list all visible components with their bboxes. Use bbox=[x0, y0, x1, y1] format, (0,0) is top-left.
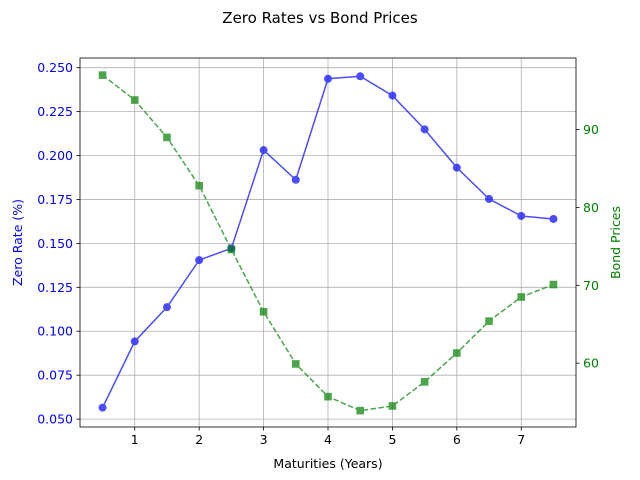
bond-price-point bbox=[291, 360, 300, 368]
chart-title: Zero Rates vs Bond Prices bbox=[222, 9, 418, 27]
bond-price-point bbox=[98, 71, 107, 79]
zero-rate-point bbox=[420, 125, 429, 134]
bond-price-point bbox=[259, 307, 268, 316]
y-axis-left-label: Zero Rate (%) bbox=[10, 199, 25, 286]
zero-rate-point bbox=[195, 256, 204, 265]
bond-price-point bbox=[356, 406, 365, 415]
bond-price-point bbox=[324, 392, 332, 401]
zero-rate-point bbox=[98, 403, 107, 412]
y-left-tick-label: 0.075 bbox=[37, 368, 73, 383]
series-right-group bbox=[98, 71, 558, 415]
series-layer bbox=[98, 71, 558, 415]
zero-rate-point bbox=[324, 74, 332, 83]
y-left-tick-label: 0.250 bbox=[37, 60, 73, 75]
x-tick-label: 6 bbox=[453, 432, 461, 447]
x-axis-label: Maturities (Years) bbox=[273, 456, 382, 471]
zero-rate-point bbox=[452, 163, 461, 172]
bond-price-point bbox=[130, 96, 139, 104]
y-left-tick-label: 0.150 bbox=[37, 236, 73, 251]
bond-price-point bbox=[420, 378, 429, 386]
bond-price-point bbox=[485, 317, 493, 325]
zero-rate-point bbox=[517, 211, 526, 220]
x-tick-label: 3 bbox=[260, 432, 268, 447]
zero-rate-point bbox=[162, 303, 171, 312]
x-axis: 1 2 3 4 5 6 7 bbox=[131, 427, 525, 447]
zero-rate-point bbox=[356, 72, 365, 81]
y-right-tick-label: 70 bbox=[583, 278, 599, 293]
bond-price-point bbox=[163, 133, 171, 142]
y-left-tick-label: 0.050 bbox=[37, 412, 73, 427]
y-axis-right-label: Bond Prices bbox=[608, 206, 623, 279]
y-right-tick-label: 60 bbox=[583, 356, 599, 371]
zero-rate-point bbox=[485, 194, 494, 203]
zero-rate-point bbox=[259, 146, 268, 155]
bond-price-point bbox=[227, 245, 236, 254]
bond-price-point bbox=[453, 349, 461, 357]
y-axis-right: 60 70 80 90 bbox=[576, 122, 599, 371]
bond-price-point bbox=[388, 402, 397, 410]
y-left-tick-label: 0.175 bbox=[37, 192, 73, 207]
bond-price-point bbox=[517, 293, 526, 301]
zero-rate-point bbox=[291, 175, 300, 184]
bond-price-point bbox=[195, 181, 203, 190]
x-tick-label: 7 bbox=[517, 432, 525, 447]
zero-rate-point bbox=[130, 337, 139, 346]
x-tick-label: 4 bbox=[324, 432, 332, 447]
y-left-tick-label: 0.200 bbox=[37, 148, 73, 163]
y-right-tick-label: 80 bbox=[583, 200, 599, 215]
x-tick-label: 5 bbox=[388, 432, 396, 447]
y-left-tick-label: 0.100 bbox=[37, 324, 73, 339]
x-tick-label: 1 bbox=[131, 432, 139, 447]
zero-rate-point bbox=[549, 214, 558, 223]
x-tick-label: 2 bbox=[195, 432, 203, 447]
bond-price-point bbox=[549, 280, 558, 289]
y-axis-left: 0.050 0.075 0.100 0.125 0.150 0.175 0.200 0.225… bbox=[37, 60, 80, 427]
zero-rate-point bbox=[388, 91, 397, 100]
y-right-tick-label: 90 bbox=[583, 122, 599, 137]
y-left-tick-label: 0.225 bbox=[37, 104, 73, 119]
grid-lines bbox=[80, 58, 576, 427]
y-left-tick-label: 0.125 bbox=[37, 280, 73, 295]
